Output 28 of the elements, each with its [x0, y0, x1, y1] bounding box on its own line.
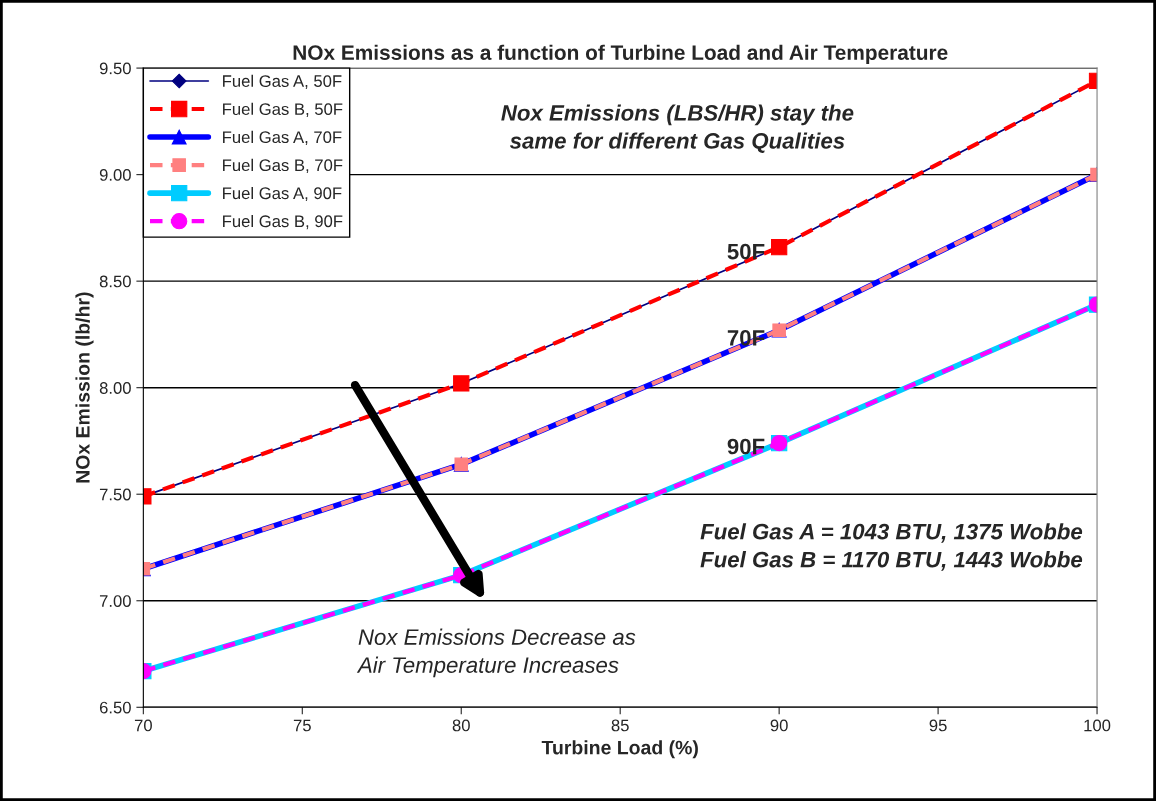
legend-label: Fuel Gas B, 50F [223, 102, 343, 117]
x-axis-title: Turbine Load (%) [541, 740, 698, 759]
chart-title: NOx Emissions as a function of Turbine Load and Air Temperature [293, 44, 948, 65]
y-tick-label: 8.50 [99, 275, 131, 288]
annotation: 90F [727, 438, 765, 455]
legend-label: Fuel Gas A, 90F [223, 186, 342, 202]
annotation: 50F [727, 243, 765, 260]
x-tick-label: 95 [929, 719, 947, 732]
x-tick-label: 90 [770, 719, 788, 732]
x-tick-label: 100 [1084, 719, 1111, 732]
annotation: Nox Emissions Decrease as Air Temperature Increases [356, 628, 636, 678]
legend-label: Fuel Gas B, 90F [223, 214, 343, 230]
legend-label: Fuel Gas A, 70F [223, 130, 342, 146]
y-tick-label: 6.50 [99, 701, 131, 714]
y-tick-label: 8.00 [99, 382, 131, 394]
y-tick-label: 7.00 [99, 595, 131, 607]
x-tick-label: 70 [134, 719, 152, 732]
annotation: Nox Emissions (LBS/HR) stay the same for different Gas Qualities [501, 104, 854, 153]
legend-label: Fuel Gas A, 50F [223, 74, 342, 89]
x-tick-label: 85 [611, 719, 629, 732]
y-axis-title: NOx Emission (lb/hr) [75, 292, 94, 483]
annotation: Fuel Gas A = 1043 BTU, 1375 Wobbe Fuel Gas B = 1170 BTU, 1443 Wobbe [700, 523, 1083, 571]
y-tick-label: 7.50 [99, 488, 131, 501]
x-tick-label: 75 [293, 719, 311, 732]
y-tick-label: 9.00 [99, 169, 131, 181]
y-tick-label: 9.50 [99, 62, 131, 75]
x-tick-label: 80 [452, 719, 470, 732]
legend-label: Fuel Gas B, 70F [223, 158, 343, 174]
